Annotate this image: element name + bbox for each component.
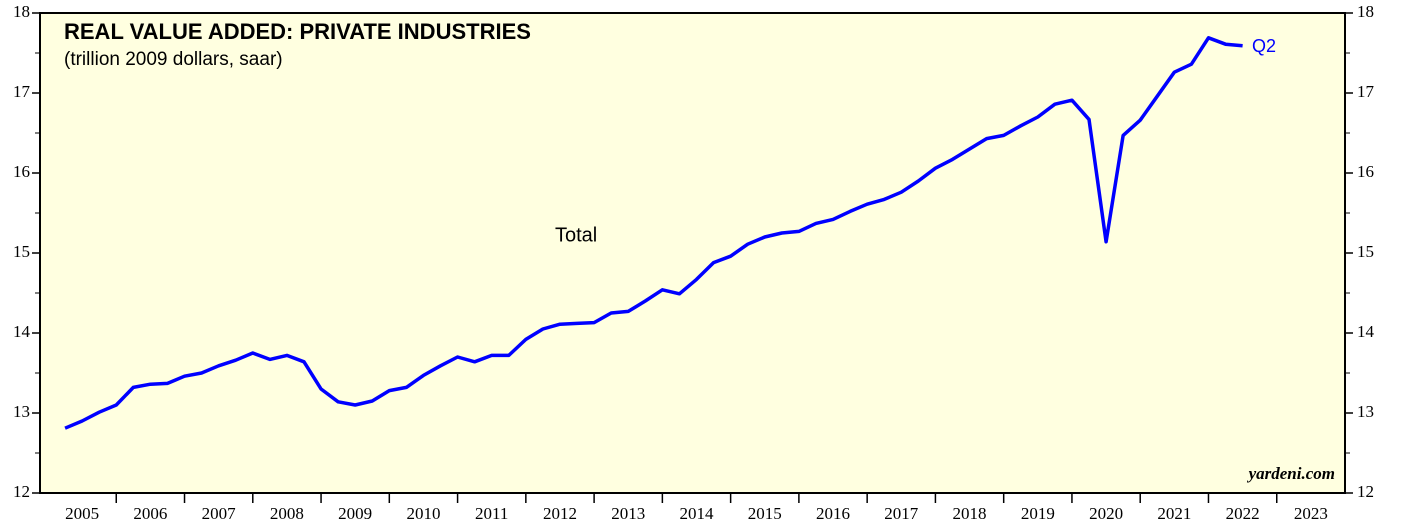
x-tick-label: 2023 (1294, 504, 1328, 523)
line-series (64, 36, 1243, 430)
y2-tick-label: 13 (1357, 402, 1374, 421)
x-tick-label: 2008 (270, 504, 304, 523)
chart-title: REAL VALUE ADDED: PRIVATE INDUSTRIES (64, 19, 531, 44)
x-tick-label: 2013 (611, 504, 645, 523)
y-tick-label: 12 (13, 482, 30, 501)
y2-tick-label: 16 (1357, 162, 1374, 181)
x-tick-label: 2017 (884, 504, 919, 523)
y-tick-label: 17 (13, 82, 31, 101)
y-tick-label: 16 (13, 162, 30, 181)
x-tick-label: 2012 (543, 504, 577, 523)
x-tick-label: 2005 (65, 504, 99, 523)
y2-tick-label: 12 (1357, 482, 1374, 501)
x-tick-label: 2019 (1021, 504, 1055, 523)
y-tick-label: 18 (13, 2, 30, 21)
source: yardeni.com (1247, 464, 1335, 483)
subtitle: (trillion 2009 dollars, saar) (64, 49, 283, 70)
y-tick-label: 15 (13, 242, 30, 261)
y-tick-label: 13 (13, 402, 30, 421)
x-tick-label: 2015 (748, 504, 782, 523)
x-tick-label: 2018 (953, 504, 987, 523)
x-tick-label: 2022 (1226, 504, 1260, 523)
x-tick-label: 2011 (475, 504, 508, 523)
x-tick-label: 2016 (816, 504, 850, 523)
x-tick-label: 2020 (1089, 504, 1123, 523)
y2-tick-label: 15 (1357, 242, 1374, 261)
x-tick-label: 2006 (133, 504, 167, 523)
y2-tick-label: 18 (1357, 2, 1374, 21)
y2-tick-label: 14 (1357, 322, 1375, 341)
x-tick-label: 2010 (406, 504, 440, 523)
y2-tick-label: 17 (1357, 82, 1375, 101)
last-point-label: Q2 (1252, 36, 1276, 56)
x-tick-label: 2021 (1157, 504, 1191, 523)
x-tick-label: 2014 (680, 504, 715, 523)
series-label: Total (555, 224, 597, 246)
plot-area (39, 12, 1346, 494)
x-tick-label: 2009 (338, 504, 372, 523)
y-tick-label: 14 (13, 322, 31, 341)
x-tick-label: 2007 (202, 504, 237, 523)
